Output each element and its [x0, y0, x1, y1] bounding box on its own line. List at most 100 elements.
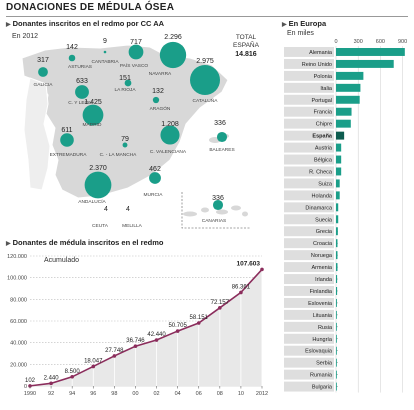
y-tick-label: 0: [24, 384, 27, 390]
bar-eslovaquia: [336, 346, 337, 355]
country-label: Bélgica: [314, 158, 333, 164]
bar-suiza: [336, 179, 340, 188]
country-label-box: [284, 262, 334, 273]
bar-subtitle: En miles: [287, 30, 314, 37]
bar-irlanda: [336, 275, 338, 283]
bar-finlandia: [336, 287, 338, 295]
bar-eslovenia: [336, 298, 337, 307]
region-bubble-cantabria: [103, 50, 107, 54]
country-label-box: [284, 178, 334, 189]
region-bubble-arag-n: [152, 96, 160, 104]
region-bubble-c-la-mancha: [122, 142, 128, 148]
country-label: Hungría: [312, 337, 333, 343]
country-label: Eslovenia: [308, 301, 333, 307]
line-subtitle: Acumulado: [44, 257, 80, 264]
data-label: 86.361: [232, 284, 251, 290]
main-title: DONACIONES DE MÉDULA ÓSEA: [6, 2, 175, 13]
country-label: España: [312, 134, 333, 140]
total-label-2: ESPAÑA: [233, 40, 260, 49]
country-label: R. Checa: [309, 169, 333, 175]
country-label-box: [284, 333, 334, 344]
region-name: CANTABRIA: [91, 59, 119, 65]
country-label: Portugal: [312, 98, 333, 104]
region-name: PAÍS VASCO: [120, 62, 149, 69]
line-chart: 0 20.000 40.000 60.000 80.000 100.000 120.000 1…: [7, 254, 268, 397]
area-fill: [30, 269, 262, 386]
x-tick-label: 98: [111, 391, 117, 397]
country-label-box: [284, 70, 334, 81]
region-bubble-c-y-le-n: [75, 85, 89, 99]
region-name: C. VALENCIANA: [150, 149, 187, 155]
bar-noruega: [336, 251, 338, 260]
x-tick-label: 0: [334, 39, 337, 45]
canarias-island: [216, 209, 228, 215]
data-point: [91, 364, 96, 369]
region-name: ARAGÓN: [150, 105, 171, 112]
region-value: 142: [66, 44, 78, 51]
country-label-box: [284, 250, 334, 261]
country-label: Lituania: [313, 313, 333, 319]
region-value: 9: [103, 38, 107, 45]
x-tick-label: 00: [132, 391, 138, 397]
bar-serbia: [336, 358, 337, 367]
data-point: [49, 381, 53, 386]
bar-suecia: [336, 215, 339, 224]
country-label: Austria: [315, 146, 333, 152]
country-label: Reino Unido: [302, 62, 332, 68]
data-point: [70, 374, 74, 379]
country-label: Polonia: [314, 74, 333, 80]
region-bubble-asturias: [68, 54, 76, 62]
country-label-box: [284, 345, 334, 356]
country-label-box: [284, 118, 334, 129]
country-label-box: [284, 238, 334, 249]
region-name: ASTURIAS: [68, 64, 92, 70]
region-name: GALICIA: [34, 82, 54, 88]
x-tick-label: 08: [217, 391, 223, 397]
country-label-box: [284, 106, 334, 117]
bar-section-title: ▶ En Europa: [282, 19, 327, 28]
country-label-box: [284, 381, 334, 392]
region-value: 462: [149, 166, 161, 173]
y-tick-label: 20.000: [10, 362, 27, 368]
country-label-box: [284, 286, 334, 296]
title-rule: [6, 16, 408, 17]
x-tick-label: 06: [196, 391, 202, 397]
country-label-box: [284, 142, 334, 153]
country-label: Croacia: [313, 241, 333, 247]
bar-espa-a: [336, 131, 345, 140]
country-label-box: [284, 369, 334, 380]
canarias-island: [201, 207, 209, 213]
country-label: Suecia: [315, 217, 333, 223]
data-point: [196, 321, 201, 325]
map-section-title: ▶ Donantes inscritos en el redmo por CC A…: [6, 19, 165, 28]
region-name: MURCIA: [144, 192, 164, 198]
region-name: C. Y LEÓN: [68, 99, 92, 106]
region-name: CATALUÑA: [193, 97, 219, 104]
country-label: Francia: [314, 110, 333, 116]
region-bubble-baleares: [216, 131, 228, 143]
region-value: 336: [212, 195, 224, 202]
region-bubble-navarra: [159, 41, 187, 69]
data-point: [133, 344, 138, 348]
region-bubble-canarias: [212, 199, 224, 211]
x-tick-label: 900: [398, 39, 407, 45]
country-label-box: [284, 82, 334, 93]
region-name: C. - LA MANCHA: [100, 152, 138, 158]
region-bubble-madrid: [82, 104, 104, 126]
region-bubble-catalu-a: [190, 65, 220, 95]
country-label: Holanda: [312, 193, 333, 199]
bar-chipre: [336, 119, 351, 128]
region-value: 4: [126, 206, 130, 213]
data-label: 102: [25, 378, 36, 384]
bar-polonia: [336, 71, 364, 80]
bar-holanda: [336, 191, 340, 200]
data-label: 50.705: [168, 323, 187, 329]
country-label-box: [284, 47, 334, 57]
bar-austria: [336, 143, 342, 152]
region-value: 317: [37, 57, 49, 64]
bar-croacia: [336, 239, 338, 248]
portugal-silhouette: [23, 77, 51, 191]
bar-armenia: [336, 263, 338, 272]
region-name: NAVARRA: [149, 71, 172, 77]
data-point: [112, 354, 117, 358]
